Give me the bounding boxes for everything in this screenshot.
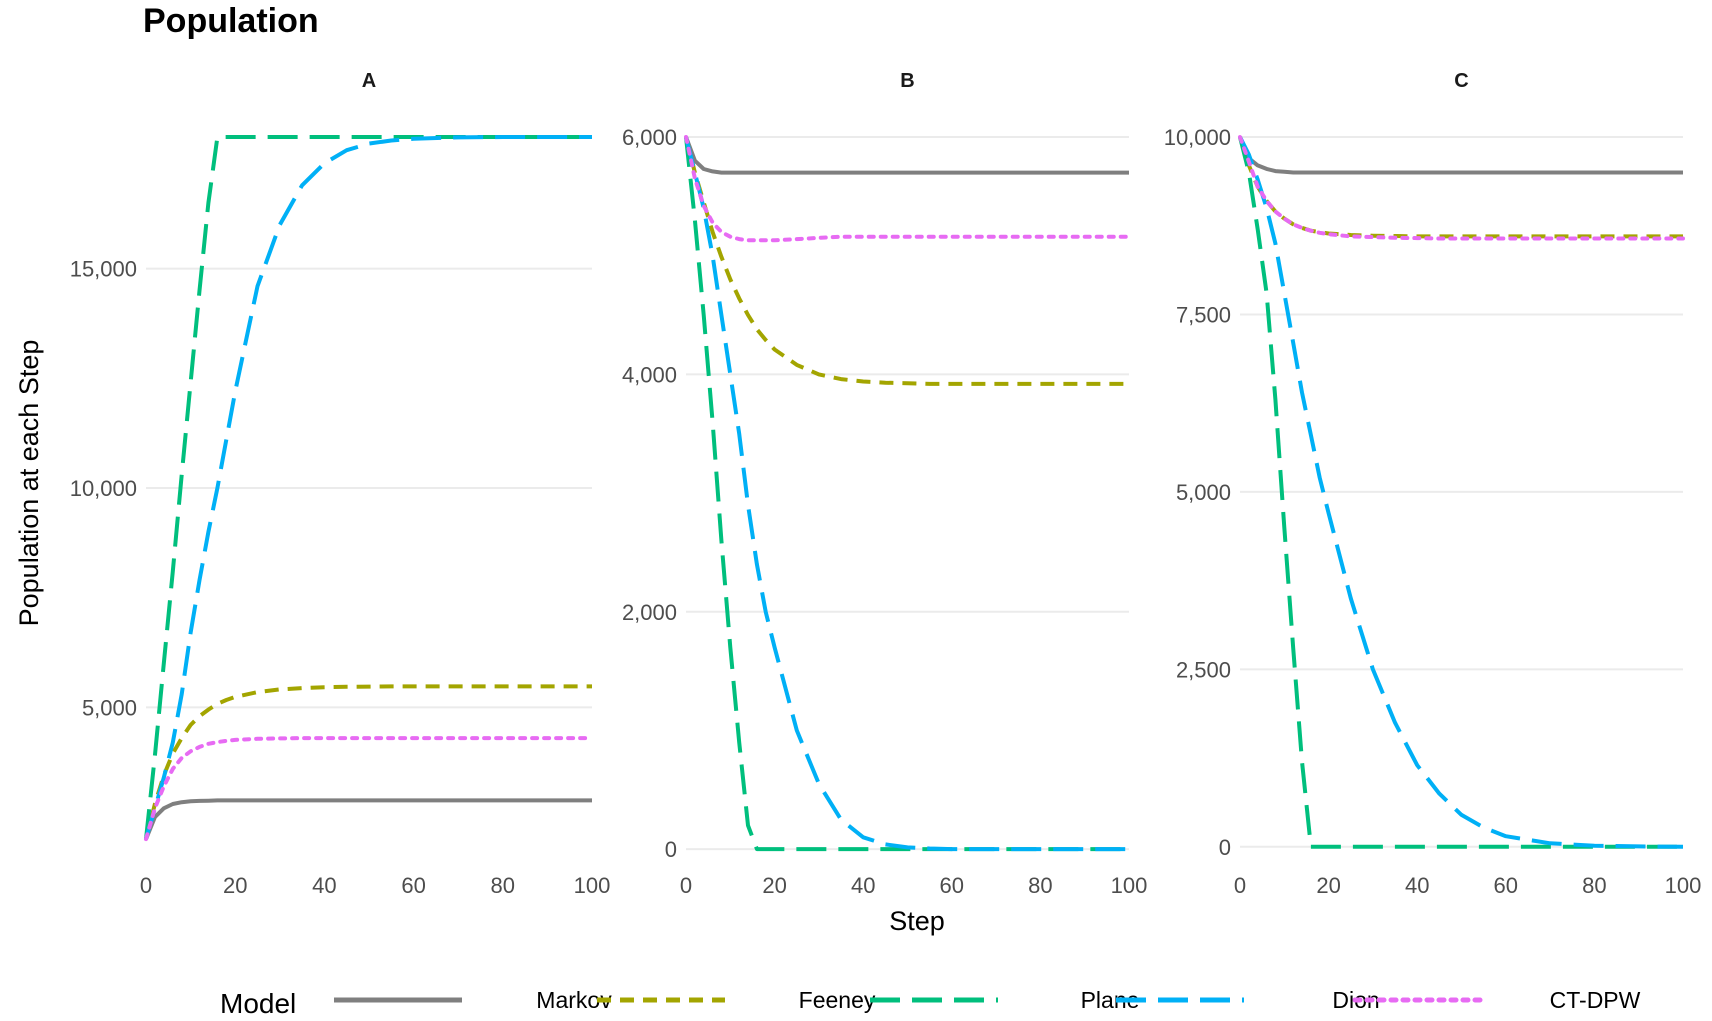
- series-line-markov: [684, 136, 1129, 175]
- series-line-dion: [144, 135, 592, 840]
- panel-b: B 0 2,000 4,000 6,000 0 20 40 60 80 100: [622, 70, 1147, 898]
- series-line-ct-dpw: [144, 736, 594, 842]
- series-line-plane: [1238, 136, 1683, 849]
- series-line-dion: [1238, 136, 1684, 849]
- legend-title: Model: [220, 988, 296, 1019]
- x-tick-label: 100: [1665, 873, 1702, 898]
- series-line-feeney: [144, 684, 592, 840]
- legend-label: Feeney: [799, 987, 876, 1013]
- x-tick-label: 40: [312, 873, 336, 898]
- y-tick-label: 6,000: [622, 125, 677, 150]
- x-tick-label: 40: [851, 873, 875, 898]
- panel-strip-label: A: [362, 70, 376, 92]
- y-tick-label: 10,000: [70, 476, 137, 501]
- y-tick-label: 2,500: [1176, 657, 1231, 682]
- x-tick-label: 0: [140, 873, 152, 898]
- legend-entry-ct-dpw: CT-DPW: [1352, 987, 1641, 1013]
- x-tick-label: 60: [401, 873, 425, 898]
- facet-panels: A 5,000 10,000 15,000 0 20 40 60 80 100 B 0 2,000 4,0…: [70, 70, 1702, 898]
- x-tick-label: 60: [1494, 873, 1518, 898]
- x-tick-label: 20: [223, 873, 247, 898]
- chart-title: Population: [143, 2, 319, 40]
- legend-entry-dion: Dion: [1116, 987, 1380, 1013]
- y-tick-label: 0: [665, 837, 677, 862]
- y-axis-title: Population at each Step: [14, 340, 44, 627]
- y-tick-label: 10,000: [1164, 125, 1231, 150]
- y-tick-label: 5,000: [82, 695, 137, 720]
- x-tick-label: 0: [1234, 873, 1246, 898]
- x-tick-label: 80: [1028, 873, 1052, 898]
- x-tick-label: 60: [940, 873, 964, 898]
- y-tick-label: 5,000: [1176, 480, 1231, 505]
- x-axis-title: Step: [889, 906, 945, 936]
- x-tick-label: 100: [574, 873, 611, 898]
- series-line-plane: [684, 136, 1129, 852]
- legend: Model Markov Feeney Plane Dion CT-DPW: [220, 987, 1641, 1019]
- y-tick-label: 15,000: [70, 257, 137, 282]
- legend-label: CT-DPW: [1550, 987, 1641, 1013]
- x-tick-label: 20: [1316, 873, 1340, 898]
- series-line-ct-dpw: [684, 135, 1131, 243]
- series-line-markov: [1238, 136, 1683, 175]
- series-line-feeney: [1238, 136, 1683, 239]
- y-tick-label: 4,000: [622, 362, 677, 387]
- panel-c: C 0 2,500 5,000 7,500 10,000 0 20 40 60 80 100: [1164, 70, 1702, 898]
- panel-strip-label: C: [1454, 70, 1468, 92]
- panel-a: A 5,000 10,000 15,000 0 20 40 60 80 100: [70, 70, 611, 898]
- y-tick-label: 0: [1219, 835, 1231, 860]
- legend-entry-markov: Markov: [334, 987, 612, 1013]
- y-tick-label: 2,000: [622, 600, 677, 625]
- legend-entry-feeney: Feeney: [597, 987, 876, 1013]
- x-tick-label: 0: [680, 873, 692, 898]
- legend-entry-plane: Plane: [870, 987, 1139, 1013]
- x-tick-label: 80: [1582, 873, 1606, 898]
- x-tick-label: 20: [762, 873, 786, 898]
- x-tick-label: 80: [491, 873, 515, 898]
- x-tick-label: 100: [1111, 873, 1148, 898]
- panel-strip-label: B: [900, 70, 914, 92]
- series-line-markov: [144, 798, 592, 840]
- y-tick-label: 7,500: [1176, 302, 1231, 327]
- series-line-feeney: [684, 136, 1129, 386]
- series-line-ct-dpw: [1238, 135, 1685, 241]
- series-line-dion: [684, 136, 1129, 852]
- x-tick-label: 40: [1405, 873, 1429, 898]
